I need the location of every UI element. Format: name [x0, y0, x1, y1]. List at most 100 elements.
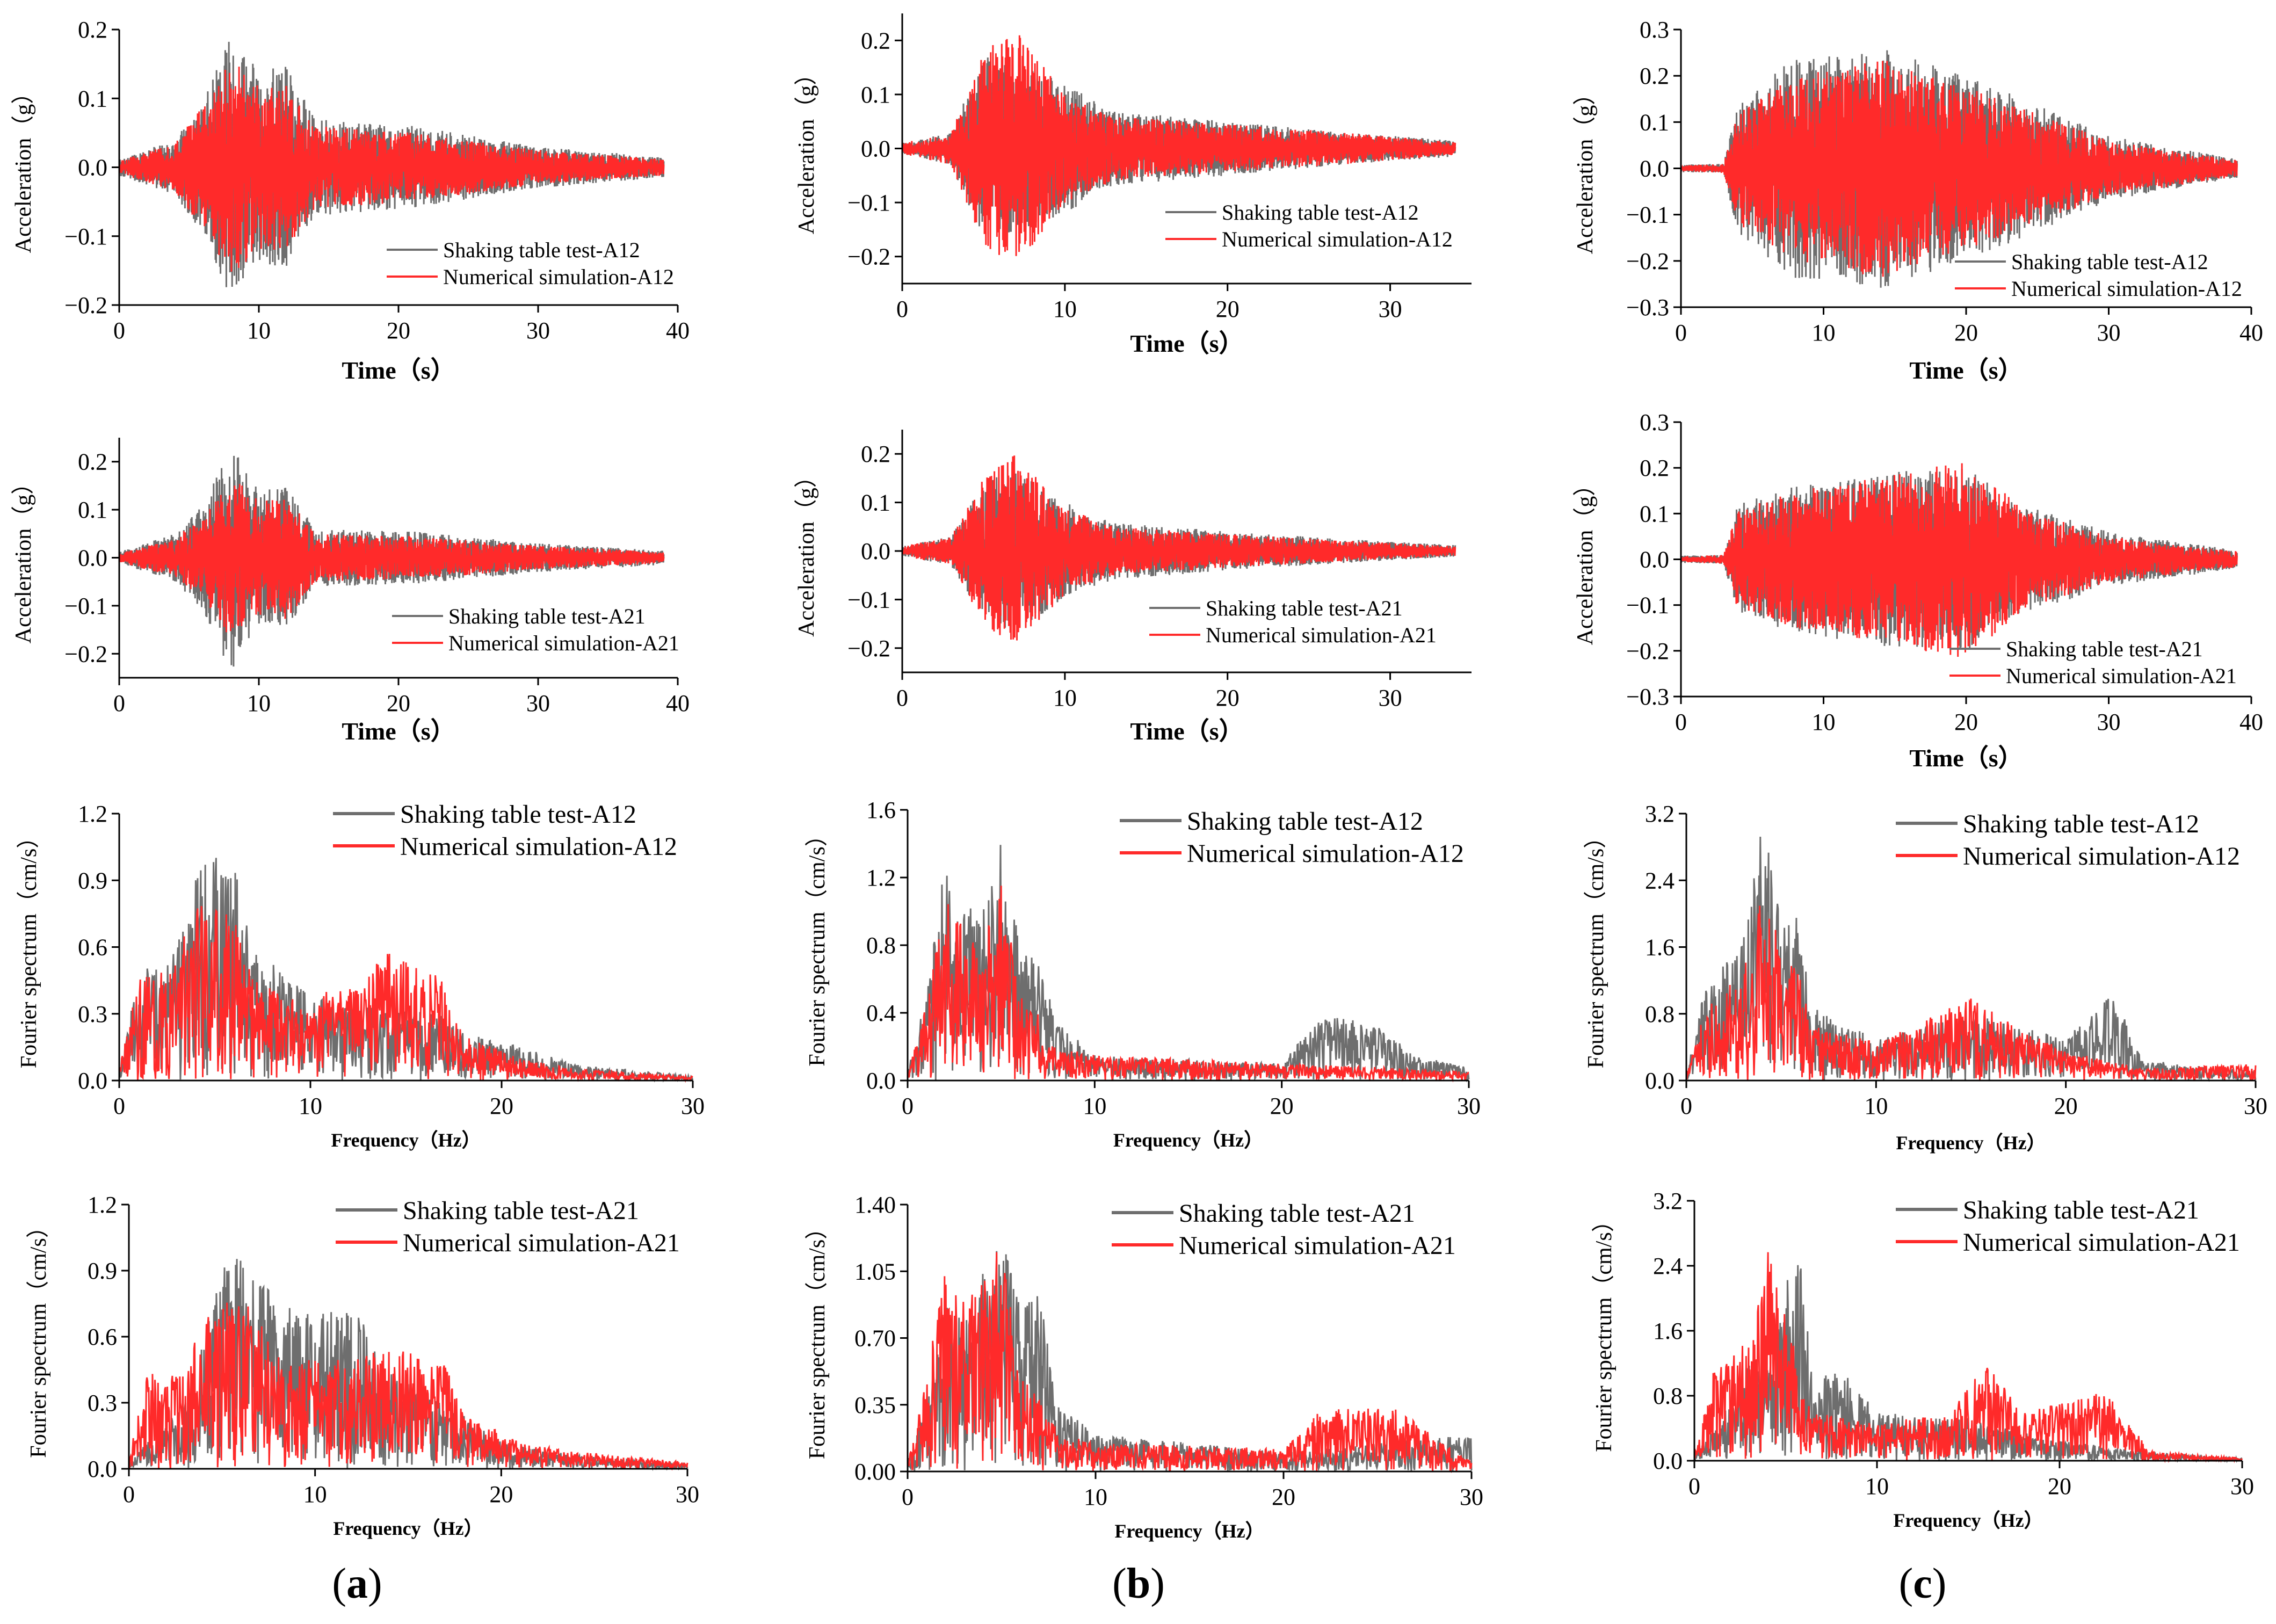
y-tick-label: −0.1: [847, 190, 890, 216]
y-tick-label: 1.05: [854, 1258, 896, 1285]
y-tick-label: 0.0: [1640, 547, 1669, 573]
y-tick-label: 1.2: [866, 865, 896, 891]
series-line-test: [1685, 836, 2257, 1082]
y-tick-label: 0.1: [1640, 109, 1669, 135]
y-tick-label: 0.8: [1645, 1001, 1675, 1027]
y-axis-label: Acceleration（g）: [794, 63, 819, 235]
legend: Shaking table test-A21 Numerical simulati…: [1112, 1199, 1456, 1260]
y-tick-label: 0.3: [1640, 409, 1669, 436]
panel-label-c-open: (: [1899, 1560, 1913, 1607]
legend-label-simulation: Numerical simulation-A12: [1222, 227, 1453, 251]
x-axis-label: Time（s）: [1130, 330, 1243, 357]
x-tick-label: 40: [666, 317, 690, 344]
x-tick-label: 20: [1954, 320, 1978, 346]
y-axis-label: Fourier spectrum（cm/s）: [1592, 1209, 1617, 1452]
y-tick-label: −0.2: [1626, 248, 1669, 274]
legend-label-test: Shaking table test-A12: [400, 800, 636, 829]
panel-label-b-close: ): [1150, 1560, 1165, 1607]
y-tick-label: −0.1: [64, 223, 107, 250]
chart-a4: 0.0 0.3 0.6 0.9 1.2 0 10 20 30 Frequency（Hz） Fouri…: [26, 1192, 699, 1539]
y-tick-label: 0.1: [861, 82, 890, 108]
x-tick-label: 30: [1379, 296, 1402, 322]
y-axis-label: Acceleration（g）: [1573, 474, 1598, 646]
x-axis-label: Time（s）: [1130, 717, 1243, 745]
y-tick-label: 0.0: [861, 538, 890, 564]
y-tick-label: 0.00: [854, 1459, 896, 1485]
svg-text:(c): (c): [1899, 1560, 1947, 1607]
panel-label-a-close: ): [368, 1560, 382, 1607]
x-tick-label: 20: [1216, 296, 1240, 322]
y-axis-label: Fourier spectrum（cm/s）: [17, 826, 41, 1068]
x-tick-label: 10: [1865, 1473, 1889, 1499]
y-tick-label: 0.2: [861, 441, 890, 467]
x-tick-label: 0: [1675, 320, 1687, 346]
chart-panels: −0.2 −0.1 0.0 0.1 0.2 0 10 20 30 40 Time（s） Acceler…: [11, 13, 2267, 1542]
x-tick-label: 20: [1270, 1093, 1294, 1119]
x-tick-label: 20: [1216, 685, 1240, 711]
x-tick-label: 40: [2239, 709, 2263, 735]
legend-label-test: Shaking table test-A21: [2006, 637, 2203, 661]
y-tick-label: 0.0: [78, 545, 107, 571]
legend-label-simulation: Numerical simulation-A21: [1963, 1228, 2240, 1257]
x-tick-label: 30: [526, 690, 550, 716]
legend: Shaking table test-A12 Numerical simulati…: [1120, 807, 1464, 868]
x-tick-label: 0: [902, 1093, 914, 1119]
x-axis-label: Frequency（Hz）: [1893, 1510, 2043, 1531]
legend-label-simulation: Numerical simulation-A12: [400, 832, 677, 861]
y-tick-label: 0.9: [88, 1258, 117, 1284]
x-tick-label: 40: [666, 690, 690, 716]
legend: Shaking table test-A21 Numerical simulati…: [392, 604, 679, 655]
x-tick-label: 20: [387, 690, 410, 716]
legend-label-simulation: Numerical simulation-A12: [443, 265, 674, 289]
x-tick-label: 30: [1379, 685, 1402, 711]
series-line-simulation: [118, 67, 665, 272]
y-tick-label: 1.2: [78, 801, 107, 827]
x-tick-label: 10: [247, 317, 271, 344]
legend-label-simulation: Numerical simulation-A12: [2011, 277, 2242, 301]
x-tick-label: 20: [1954, 709, 1978, 735]
y-tick-label: 1.6: [1653, 1318, 1683, 1344]
x-tick-label: 10: [1084, 1484, 1107, 1510]
x-tick-label: 30: [1457, 1093, 1481, 1119]
y-tick-label: 0.1: [78, 497, 107, 523]
legend: Shaking table test-A21 Numerical simulati…: [336, 1197, 680, 1257]
chart-c1: −0.3 −0.2 −0.1 0.0 0.1 0.2 0.3 0 10 20 30 40 Time（s）…: [1573, 17, 2263, 384]
chart-c4: 0.0 0.8 1.6 2.4 3.2 0 10 20 30 Frequency（Hz） Fouri…: [1592, 1188, 2254, 1531]
panel-label-b-open: (: [1112, 1560, 1127, 1607]
y-tick-label: 0.0: [1653, 1448, 1683, 1474]
legend-label-test: Shaking table test-A12: [1963, 810, 2199, 838]
chart-b2: −0.2 −0.1 0.0 0.1 0.2 0 10 20 30 Time（s） Accelerat…: [794, 430, 1472, 745]
legend-label-simulation: Numerical simulation-A21: [2006, 664, 2237, 688]
y-tick-label: 1.2: [88, 1192, 117, 1218]
y-tick-label: −0.1: [1626, 592, 1669, 619]
y-tick-label: 0.6: [78, 934, 107, 961]
legend-label-simulation: Numerical simulation-A21: [1206, 623, 1437, 647]
y-tick-label: 0.1: [1640, 501, 1669, 527]
y-tick-label: 0.6: [88, 1324, 117, 1350]
x-tick-label: 40: [2239, 320, 2263, 346]
y-tick-label: 0.3: [78, 1001, 107, 1027]
legend-label-simulation: Numerical simulation-A21: [448, 631, 679, 655]
y-tick-label: −0.1: [64, 593, 107, 619]
x-axis-label: Time（s）: [1909, 357, 2023, 384]
legend: Shaking table test-A12 Numerical simulati…: [1955, 250, 2242, 301]
x-axis-label: Frequency（Hz）: [331, 1129, 481, 1151]
y-axis-label: Acceleration（g）: [794, 465, 819, 637]
y-tick-label: −0.3: [1626, 684, 1669, 710]
legend-label-test: Shaking table test-A12: [1187, 807, 1423, 836]
y-tick-label: 2.4: [1645, 867, 1675, 894]
y-tick-label: −0.2: [64, 641, 107, 667]
chart-b1: −0.2 −0.1 0.0 0.1 0.2 0 10 20 30 Time（s） Accelerat…: [794, 13, 1472, 357]
y-tick-label: 0.2: [78, 449, 107, 475]
legend-label-test: Shaking table test-A12: [2011, 250, 2208, 274]
x-tick-label: 30: [676, 1481, 699, 1507]
chart-b3: 0.0 0.4 0.8 1.2 1.6 0 10 20 30 Frequency（Hz） Fouri…: [805, 797, 1481, 1151]
legend: Shaking table test-A12 Numerical simulati…: [387, 238, 674, 289]
panel-label-a-letter: a: [346, 1560, 368, 1607]
x-tick-label: 0: [896, 685, 908, 711]
legend-label-simulation: Numerical simulation-A12: [1963, 842, 2240, 871]
chart-c3: 0.0 0.8 1.6 2.4 3.2 0 10 20 30 Frequency（Hz） Fouri…: [1584, 801, 2267, 1154]
x-tick-label: 10: [247, 690, 271, 716]
y-tick-label: 0.1: [861, 490, 890, 516]
x-tick-label: 0: [896, 296, 908, 322]
